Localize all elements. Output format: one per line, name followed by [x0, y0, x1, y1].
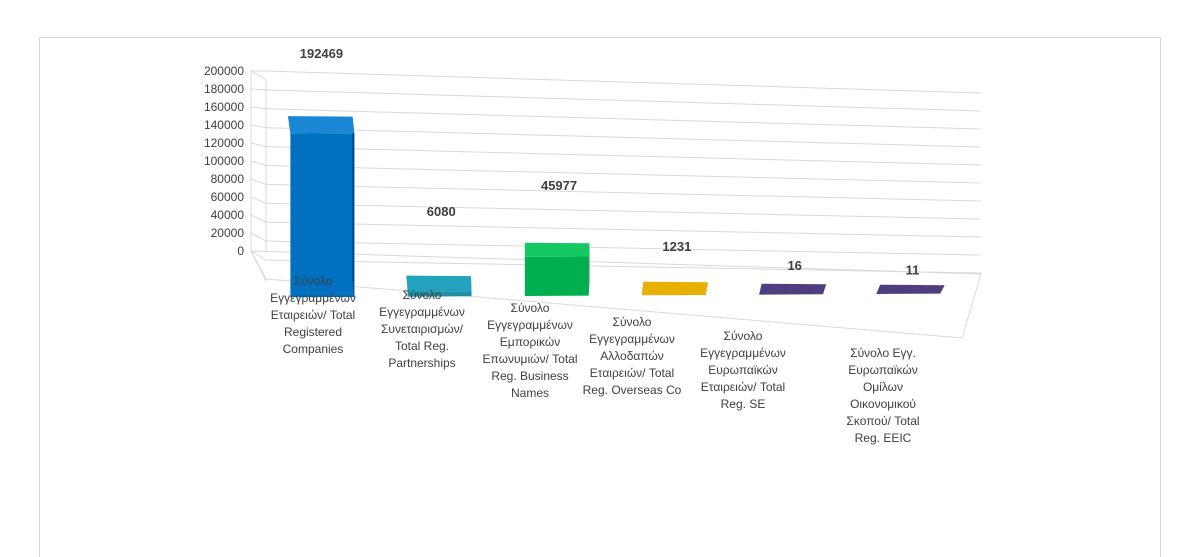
- bar-front: [290, 133, 354, 297]
- gridline: [266, 166, 981, 184]
- data-label: 11: [906, 263, 920, 278]
- bar-side: [353, 117, 355, 297]
- y-tick-label: 40000: [211, 208, 245, 222]
- bar: [288, 116, 354, 297]
- gridline: [266, 147, 981, 165]
- y-tick-label: 160000: [204, 100, 244, 114]
- y-tick-label: 100000: [204, 154, 244, 168]
- bar: [759, 284, 826, 295]
- gridline: [266, 184, 981, 201]
- y-tick-label: 80000: [211, 172, 245, 186]
- chart-3d-column: 0 20000 40000 60000 80000 100000 120000 140000 1…: [40, 38, 1162, 537]
- gridline: [266, 203, 981, 219]
- gridline: [266, 241, 981, 255]
- bar: [525, 243, 590, 296]
- gridline: [266, 71, 981, 93]
- gridline: [266, 109, 981, 129]
- y-axis: 0 20000 40000 60000 80000 100000 120000 140000 1…: [204, 64, 244, 258]
- data-labels: 192469 6080 45977 1231 16 11: [300, 46, 920, 278]
- data-label: 6080: [427, 204, 456, 219]
- y-tick-label: 0: [237, 244, 244, 258]
- bar-top: [288, 116, 354, 134]
- bar-top: [525, 243, 590, 257]
- y-tick-label: 60000: [211, 190, 245, 204]
- y-tick-label: 120000: [204, 136, 244, 150]
- bar-top: [759, 284, 826, 295]
- data-label: 45977: [541, 178, 577, 193]
- data-label: 16: [787, 258, 801, 273]
- gridline: [266, 222, 981, 237]
- gridline: [266, 128, 981, 147]
- y-tick-label: 140000: [204, 118, 244, 132]
- chart-frame: 0 20000 40000 60000 80000 100000 120000 140000 1…: [39, 37, 1161, 557]
- data-label: 192469: [300, 46, 343, 61]
- bar: [642, 282, 708, 296]
- bar: [876, 285, 944, 294]
- y-tick-label: 20000: [211, 226, 245, 240]
- gridlines: [251, 71, 981, 273]
- y-tick-label: 180000: [204, 82, 244, 96]
- bar-top: [642, 282, 708, 295]
- bar-top: [876, 285, 944, 294]
- gridline: [266, 90, 981, 111]
- data-label: 1231: [662, 239, 691, 254]
- y-tick-label: 200000: [204, 64, 244, 78]
- bar-front: [525, 257, 589, 297]
- side-wall: [251, 71, 266, 281]
